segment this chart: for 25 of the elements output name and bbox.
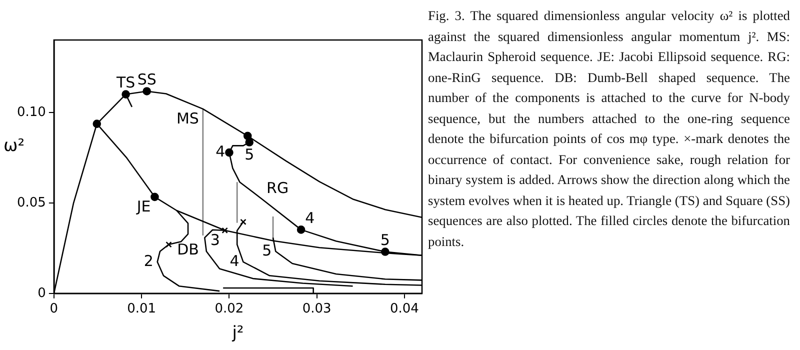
annotation: JE	[136, 197, 151, 216]
x-axis-title: j²	[231, 322, 244, 343]
annotation: 3	[210, 230, 220, 249]
annotation: DB	[177, 240, 199, 258]
annotation: TS	[115, 74, 136, 92]
annotation: SS	[137, 70, 156, 89]
y-tick-label: 0	[38, 286, 46, 301]
x-tick-label: 0	[50, 302, 58, 317]
annotation: 4	[305, 209, 315, 228]
annotation: 4	[216, 142, 226, 160]
annotation: 5	[244, 146, 254, 164]
annotation: RG	[266, 178, 289, 197]
x-tick-label: 0.03	[302, 302, 332, 317]
x-tick-label: 0.02	[214, 302, 244, 317]
x-tick-label: 0.04	[390, 302, 419, 317]
x-tick-label: 0.01	[127, 302, 156, 317]
y-axis-title: ω²	[3, 136, 25, 156]
text: Fig. 3. The squared dimensionless angular velocity ω² is plotted against the squared dimensionless angular momentum j². MS: Maclaurin Spheroid sequence. JE: Jacobi Ellipsoid sequence. RG: one-RinG sequence. DB: Dumb-Bell shaped sequence. The number of the components is attached to the curve for N-body sequence, but the numbers attached to the one-ring sequence denote the bifurcation points of cos mφ type. ×-mark denotes the occurrence of contact. For convenience sake, rough relation for binary system is added. Arrows show the direction along which the system evolves when it is heated up. Triangle (TS) and Square (SS) sequences are also plotted. The filled circles denote the bifurcation points.	[428, 8, 790, 248]
annotation: 4	[230, 252, 240, 270]
annotation: 5	[380, 231, 390, 250]
y-tick-label: 0.10	[16, 104, 46, 120]
annotation: 5	[262, 241, 272, 260]
y-tick-label: 0.05	[16, 195, 46, 210]
annotation: MS	[176, 109, 199, 128]
annotation: 2	[144, 252, 154, 270]
